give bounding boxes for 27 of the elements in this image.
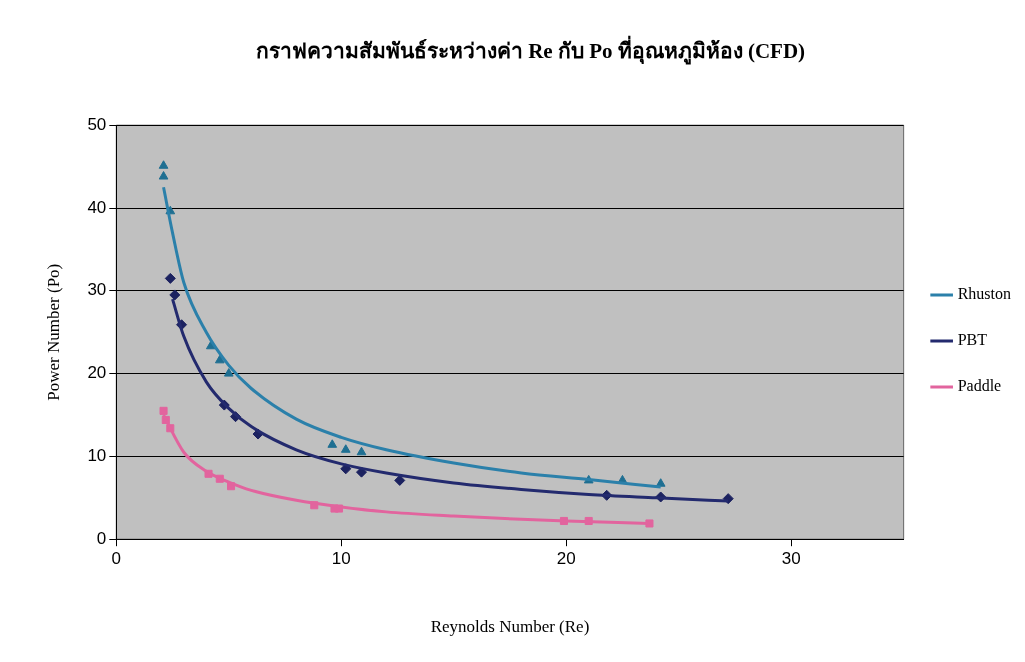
point bbox=[158, 171, 169, 180]
point bbox=[159, 406, 168, 415]
x-tick-label: 30 bbox=[781, 549, 801, 569]
y-axis-title: Power Number (Po) bbox=[43, 263, 63, 401]
point bbox=[164, 272, 176, 284]
y-tick-label: 40 bbox=[87, 197, 107, 217]
point bbox=[327, 439, 338, 448]
x-tick-label: 0 bbox=[111, 549, 122, 569]
legend-label: PBT bbox=[957, 331, 988, 349]
legend-label: Rhuston bbox=[957, 285, 1011, 303]
point bbox=[158, 160, 169, 169]
x-axis-title: Reynolds Number (Re) bbox=[430, 617, 590, 637]
point bbox=[645, 519, 654, 528]
y-tick-label: 0 bbox=[96, 528, 107, 548]
x-tick-label: 10 bbox=[331, 549, 351, 569]
point bbox=[214, 354, 225, 364]
chart-title: กราฟความสัมพันธ์ระหว่างค่า Re กับ Po ที่อุณหภูมิห้อง (CFD) bbox=[255, 35, 806, 66]
y-tick-label: 20 bbox=[87, 363, 107, 383]
y-tick-label: 50 bbox=[87, 114, 107, 134]
y-tick-label: 30 bbox=[87, 280, 107, 300]
point bbox=[223, 368, 234, 377]
x-tick-label: 20 bbox=[556, 549, 576, 569]
legend-label: Paddle bbox=[957, 377, 1002, 395]
point bbox=[169, 289, 181, 301]
y-tick-label: 10 bbox=[87, 446, 107, 466]
point bbox=[356, 446, 367, 456]
point bbox=[340, 444, 351, 453]
